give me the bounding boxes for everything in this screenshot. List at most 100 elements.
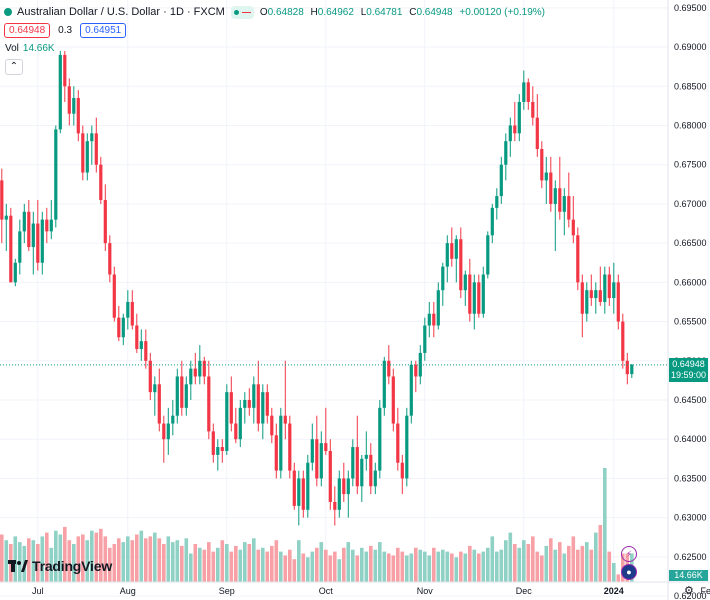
candle-body <box>427 313 431 326</box>
y-tick-label: 0.63500 <box>674 473 707 483</box>
candle-body <box>373 470 377 487</box>
candle-body <box>198 360 202 377</box>
volume-bar <box>99 528 103 582</box>
candle-body <box>112 274 116 318</box>
volume-bar <box>207 542 211 582</box>
volume-bar <box>463 553 468 582</box>
candle-body <box>360 458 364 487</box>
volume-bar <box>414 547 418 582</box>
volume-bar <box>405 555 409 582</box>
volume-bar <box>229 551 234 582</box>
tradingview-logo[interactable]: TradingView <box>8 558 112 574</box>
volume-bar <box>189 553 193 582</box>
volume-bar <box>162 544 166 582</box>
volume-bar <box>432 547 436 582</box>
candle-body <box>540 149 544 181</box>
x-tick-label: Aug <box>120 586 136 596</box>
candle-body <box>90 133 94 142</box>
chevron-up-icon[interactable]: ⌃ <box>5 59 23 75</box>
y-tick-label: 0.68000 <box>674 120 707 130</box>
candle-body <box>94 133 98 165</box>
candle-body <box>504 141 508 165</box>
volume-bar <box>274 540 279 582</box>
candle-body <box>544 172 548 181</box>
volume-bar <box>585 542 589 582</box>
x-tick-label: Dec <box>516 586 533 596</box>
candle-body <box>526 82 530 102</box>
volume-bar <box>301 553 306 582</box>
candle-body <box>292 470 296 506</box>
volume-bar <box>76 536 81 582</box>
candle-body <box>625 360 629 375</box>
y-tick-label: 0.69500 <box>674 3 707 13</box>
volume-bar <box>220 540 225 582</box>
candle-body <box>328 450 332 502</box>
volume-bar <box>13 536 18 582</box>
volume-bar <box>499 549 504 582</box>
candle-body <box>216 447 220 455</box>
market-open-dot-icon <box>233 9 239 15</box>
candle-body <box>369 454 373 487</box>
volume-bar <box>571 536 576 582</box>
y-tick-label: 0.64500 <box>674 395 707 405</box>
y-tick-label: 0.67500 <box>674 160 707 170</box>
candle-body <box>297 478 301 506</box>
market-open-line-icon <box>241 11 251 13</box>
volume-bar <box>369 545 373 582</box>
candle-body <box>450 243 454 259</box>
volume-bar <box>144 538 148 582</box>
candle-body <box>180 376 184 408</box>
candle-body <box>513 125 517 134</box>
candle-body <box>423 325 427 353</box>
market-open-badge[interactable] <box>230 5 254 19</box>
candle-body <box>432 313 436 326</box>
volume-bar <box>418 549 423 582</box>
volume-bars <box>0 468 634 582</box>
candle-body <box>283 415 287 424</box>
candle-body <box>499 164 503 197</box>
candle-body <box>175 376 179 416</box>
volume-bar <box>108 547 112 582</box>
gear-icon[interactable]: ⚙ <box>684 585 694 597</box>
candle-body <box>616 282 620 322</box>
volume-bar <box>72 544 76 582</box>
candle-body <box>301 478 305 510</box>
candle-body <box>261 392 265 424</box>
candle-body <box>189 368 193 385</box>
volume-bar <box>567 545 571 582</box>
candle-body <box>472 282 476 314</box>
lightning-icon[interactable]: ⚡ <box>621 546 637 562</box>
candle-body <box>558 188 562 212</box>
volume-bar <box>396 547 400 582</box>
volume-bar <box>58 534 63 582</box>
volume-bar <box>184 538 189 582</box>
candle-body <box>265 392 269 416</box>
volume-bar <box>544 545 549 582</box>
flag-icon[interactable]: ● <box>621 564 637 580</box>
candle-body <box>310 439 314 463</box>
sell-price-button[interactable]: 0.64948 <box>4 23 51 38</box>
volume-bar <box>504 540 508 582</box>
volume-bar <box>265 551 270 582</box>
volume-bar <box>553 549 558 582</box>
candle-body <box>288 423 292 471</box>
candle-body <box>486 235 490 275</box>
volume-bar <box>283 555 288 582</box>
volume-bar <box>391 555 396 582</box>
buy-price-button[interactable]: 0.64951 <box>80 23 127 38</box>
candle-body <box>382 360 386 408</box>
x-tick-label: 2024 <box>604 586 624 596</box>
volume-bar <box>36 544 40 582</box>
candle-body <box>603 274 607 302</box>
candle-body <box>63 54 67 87</box>
candle-body <box>342 478 346 495</box>
candle-body <box>193 368 197 377</box>
volume-bar <box>346 542 351 582</box>
market-status-icon <box>4 8 12 16</box>
symbol-title[interactable]: Australian Dollar / U.S. Dollar · 1D · F… <box>17 6 225 18</box>
volume-bar <box>549 538 553 582</box>
volume-bar <box>238 549 243 582</box>
candle-body <box>243 400 247 408</box>
candle-body <box>274 435 278 471</box>
